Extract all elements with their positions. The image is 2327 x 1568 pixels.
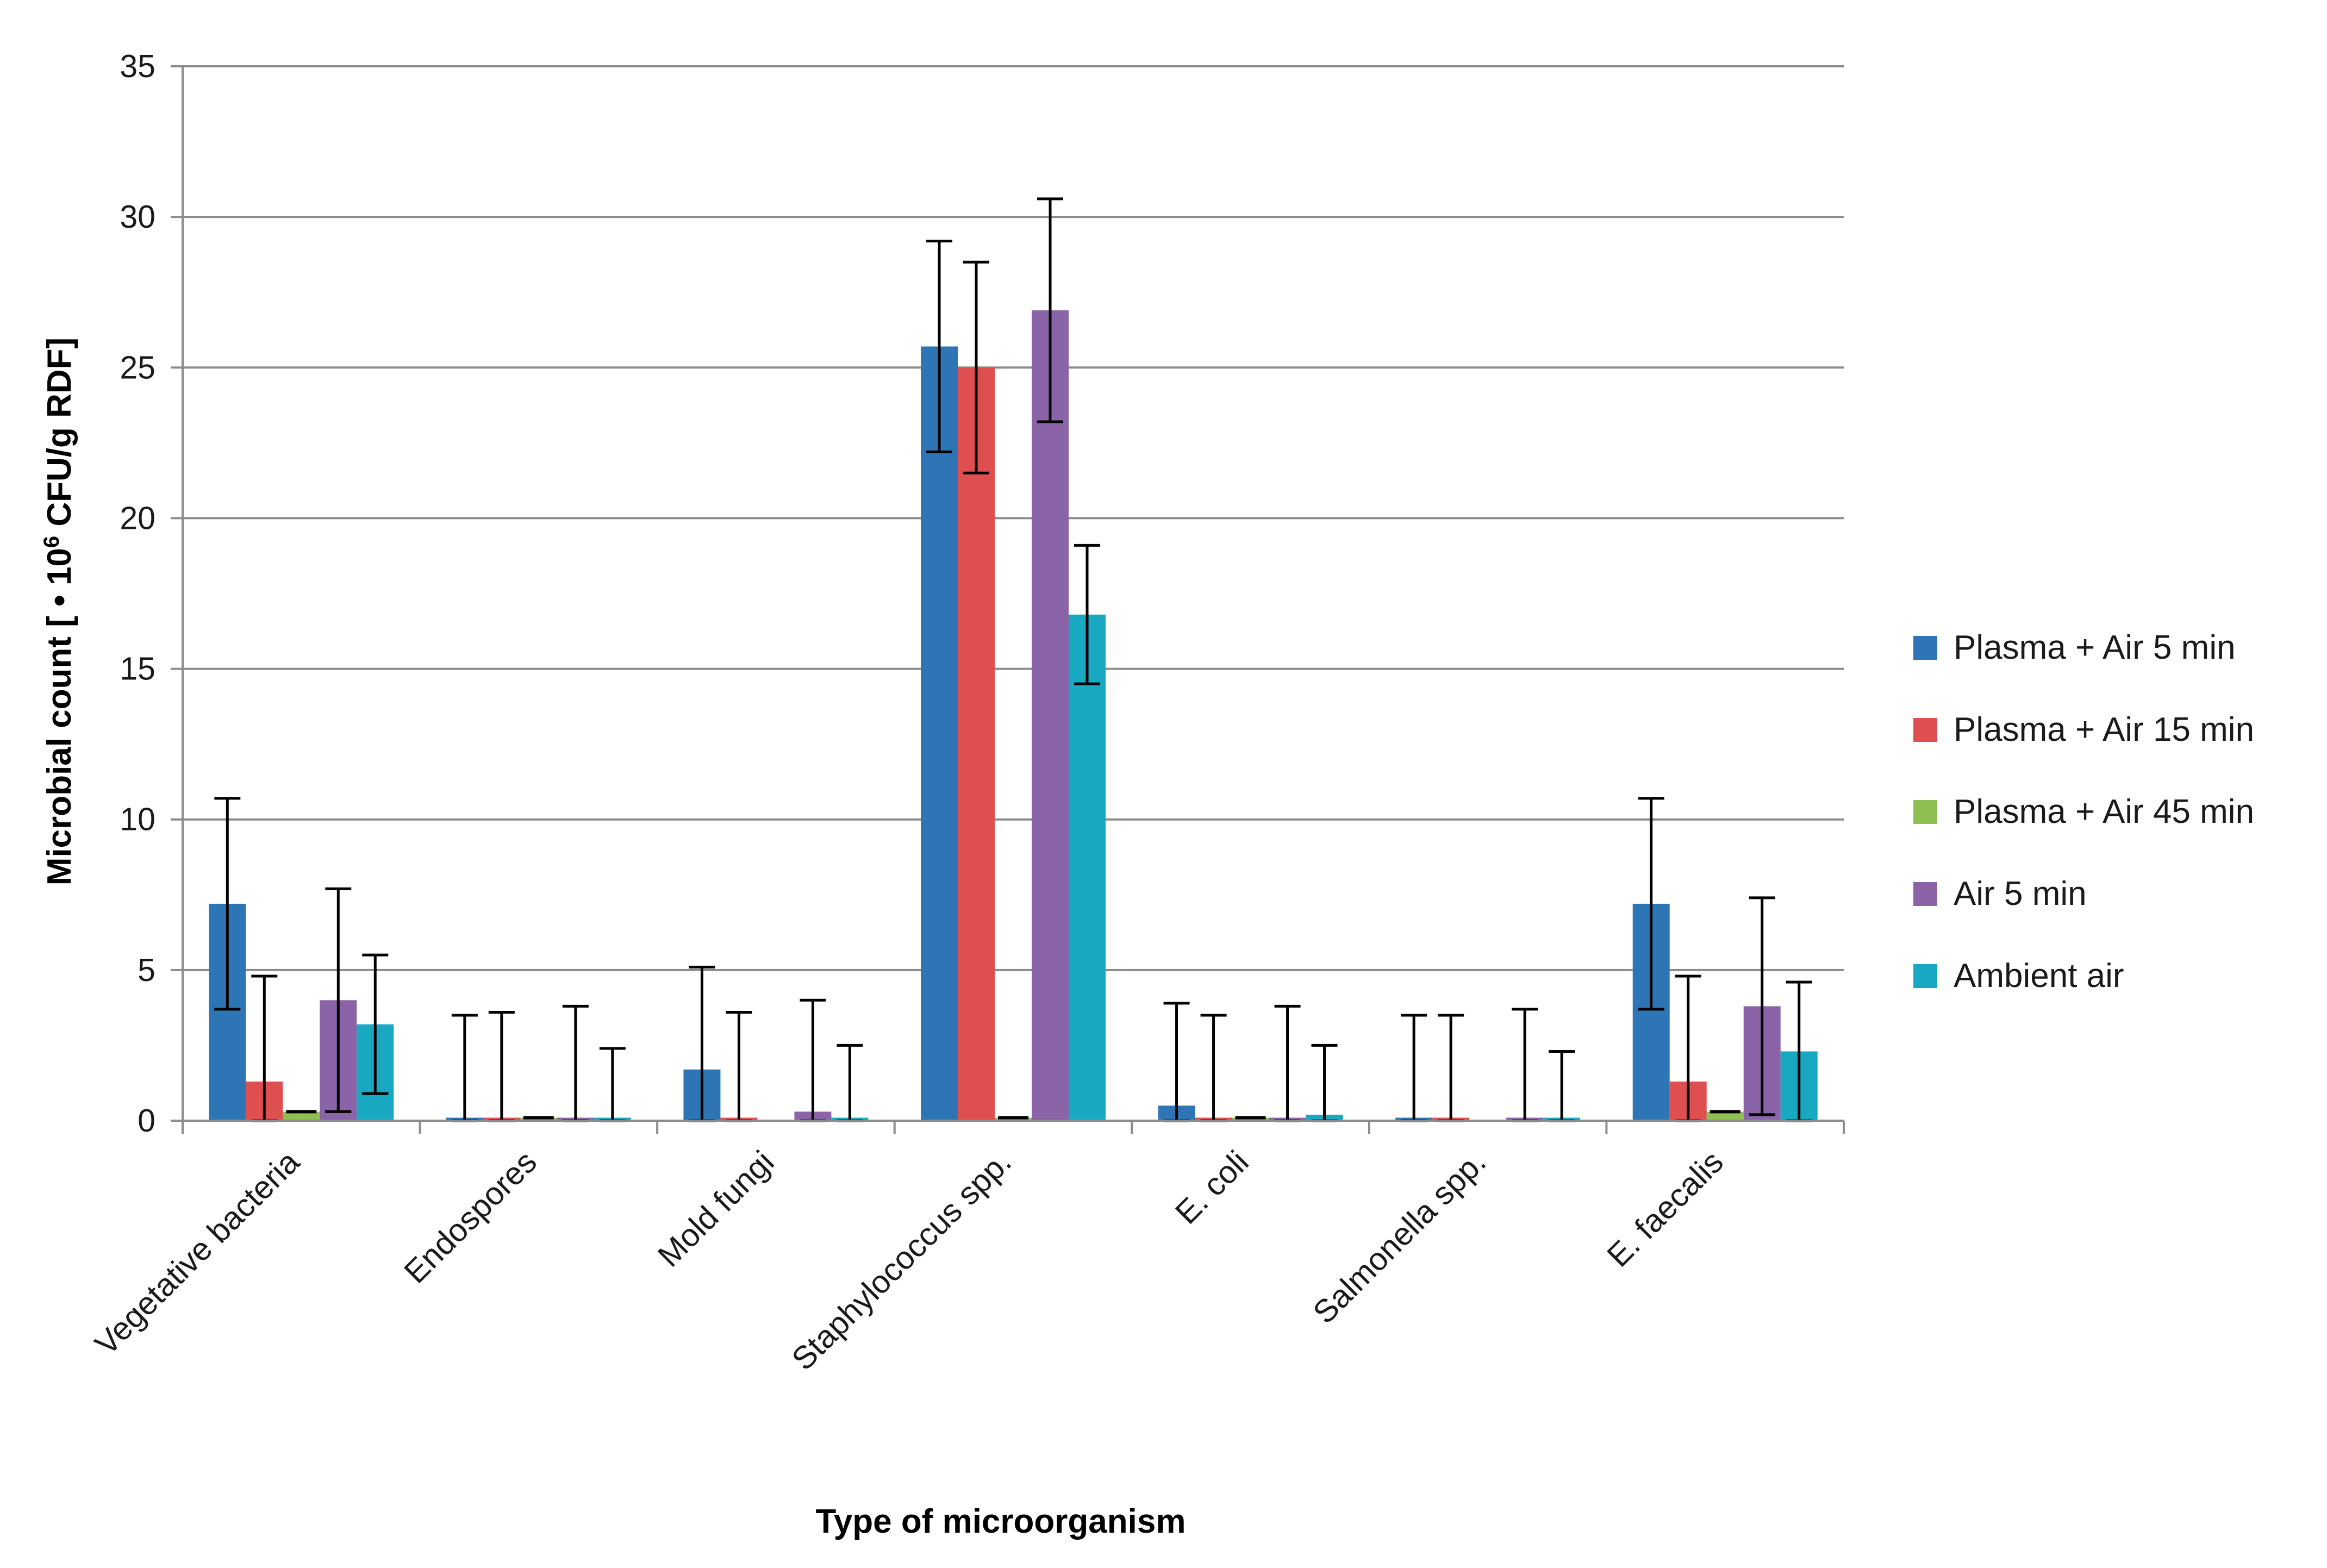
legend-label: Plasma + Air 45 min [1954,793,2254,830]
error-bar [362,953,389,1095]
legend-label: Ambient air [1954,957,2124,995]
y-tick-label: 10 [120,802,155,838]
legend-swatch [1913,964,1937,988]
y-tick-labels: 0 5 10 15 20 25 30 35 [120,48,155,1139]
error-bar [1549,1050,1575,1122]
error-bar [599,1047,626,1122]
y-tick-label: 30 [120,199,155,235]
x-tick-label: Endospores [397,1144,544,1290]
x-tick-label: Vegetative bacteria [88,1144,307,1362]
x-tick-labels: Vegetative bacteria Endospores Mold fungi S… [88,1144,1730,1377]
y-tick-label: 0 [138,1103,155,1139]
error-bar [1638,797,1664,1011]
error-bar [1074,544,1100,685]
error-bar [1401,1014,1427,1122]
error-bar [1749,896,1775,1116]
error-bar [726,1010,752,1122]
bar [283,1111,320,1121]
bar [1706,1111,1744,1121]
error-bar [1037,197,1063,423]
legend-swatch [1913,800,1937,824]
bar [1032,310,1069,1121]
legend-swatch [1913,636,1937,660]
gridlines [183,65,1844,971]
error-bar [926,239,952,453]
legend-swatch [1913,718,1937,742]
error-bars-group [214,197,1812,1122]
error-bar [451,1014,478,1122]
axes-group [171,65,1845,1134]
legend-swatch [1913,882,1937,906]
bars-group [209,310,1818,1121]
error-bar [488,1010,515,1122]
x-tick-label: Salmonella spp. [1306,1144,1493,1331]
error-bar [1200,1014,1227,1122]
x-tick-label: E. faecalis [1600,1144,1730,1274]
error-bar [837,1044,863,1122]
error-bar [1311,1044,1338,1122]
legend-label: Plasma + Air 5 min [1954,629,2236,666]
error-bar [1512,1008,1538,1122]
error-bar [562,1004,589,1122]
error-bar [325,887,352,1113]
bar [1069,614,1106,1121]
y-axis-title: Microbial count [ • 106 CFU/g RDF] [40,338,78,885]
bar [921,346,958,1121]
x-axis-title: Type of microorganism [816,1503,1186,1540]
x-tick-label: Staphylococcus spp. [785,1144,1018,1377]
y-tick-label: 25 [120,349,155,385]
y-tick-label: 15 [120,651,155,687]
x-tick-label: Mold fungi [651,1144,781,1274]
legend-label: Air 5 min [1954,875,2087,913]
y-tick-label: 5 [138,952,155,988]
error-bar [1163,1002,1190,1122]
legend-label: Plasma + Air 15 min [1954,711,2254,748]
x-tick-label: E. coli [1168,1144,1255,1231]
legend: Plasma + Air 5 min Plasma + Air 15 min Pla… [1913,629,2254,995]
bar [958,367,995,1121]
error-bar [1438,1014,1464,1122]
error-bar [1274,1004,1301,1122]
y-tick-label: 35 [120,48,155,84]
y-tick-label: 20 [120,500,155,536]
error-bar [214,797,241,1011]
error-bar [800,998,826,1122]
error-bar [963,260,989,474]
